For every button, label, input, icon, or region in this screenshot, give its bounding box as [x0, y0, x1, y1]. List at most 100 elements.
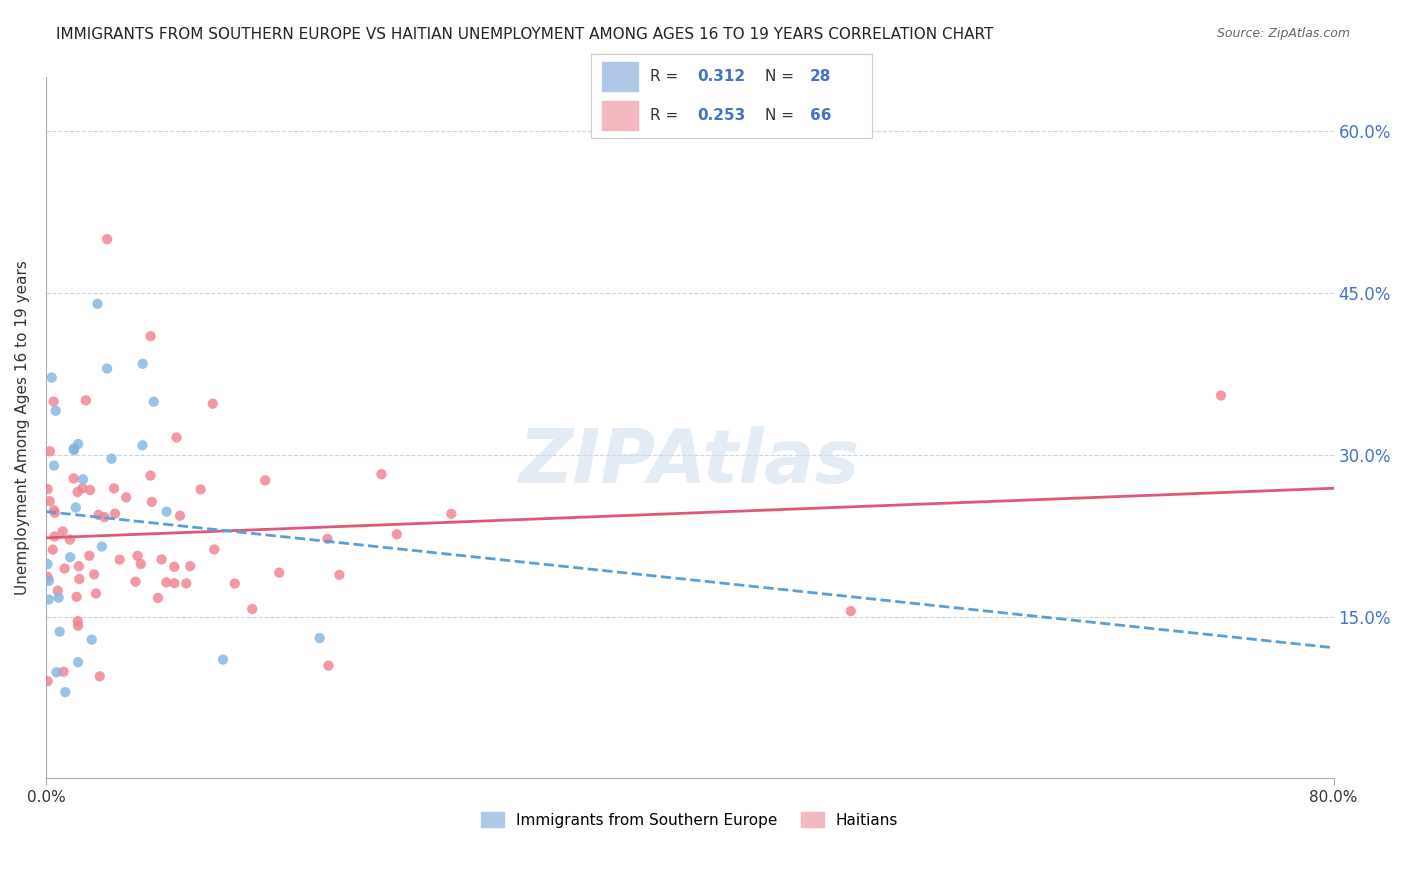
Text: N =: N =: [765, 69, 799, 84]
Point: [440, 507, 463, 521]
Point: [44, 506, 66, 520]
Point: [46, 583, 69, 598]
Point: [316, 532, 339, 546]
Point: [52, 665, 75, 679]
Point: [201, 397, 224, 411]
Bar: [602, 62, 638, 91]
Text: 0.253: 0.253: [697, 108, 745, 123]
Point: [269, 566, 291, 580]
Point: [53, 685, 76, 699]
Text: ZIPAtlas: ZIPAtlas: [519, 426, 860, 500]
Point: [66, 618, 89, 632]
Text: R =: R =: [650, 108, 683, 123]
Point: [65, 500, 87, 515]
Point: [308, 631, 330, 645]
Point: [166, 430, 188, 444]
Point: [79, 483, 101, 497]
Point: [63, 442, 86, 456]
Point: [48, 624, 70, 639]
Point: [179, 559, 201, 574]
Point: [163, 576, 186, 591]
Point: [87, 508, 110, 522]
Point: [90, 540, 112, 554]
Point: [146, 591, 169, 605]
Point: [1209, 388, 1232, 402]
Point: [202, 542, 225, 557]
Point: [155, 575, 177, 590]
Point: [169, 508, 191, 523]
Bar: [602, 101, 638, 130]
Point: [156, 505, 179, 519]
Point: [66, 655, 89, 669]
Point: [103, 482, 125, 496]
Point: [190, 483, 212, 497]
Text: R =: R =: [650, 69, 683, 84]
Point: [131, 438, 153, 452]
Text: N =: N =: [765, 108, 799, 123]
Point: [37, 570, 59, 584]
Point: [127, 549, 149, 563]
Text: 66: 66: [810, 108, 831, 123]
Point: [42, 394, 65, 409]
Point: [72, 481, 94, 495]
Point: [131, 357, 153, 371]
Point: [37, 482, 59, 496]
Point: [45, 403, 67, 417]
Point: [176, 576, 198, 591]
Point: [41, 370, 63, 384]
Point: [139, 329, 162, 343]
Point: [42, 503, 65, 517]
Text: 28: 28: [810, 69, 831, 84]
Point: [124, 574, 146, 589]
Point: [66, 485, 89, 500]
Point: [39, 444, 62, 458]
Point: [89, 669, 111, 683]
Point: [67, 559, 90, 574]
Text: IMMIGRANTS FROM SOUTHERN EUROPE VS HAITIAN UNEMPLOYMENT AMONG AGES 16 TO 19 YEAR: IMMIGRANTS FROM SOUTHERN EUROPE VS HAITI…: [56, 27, 994, 42]
Point: [385, 527, 408, 541]
Point: [104, 507, 127, 521]
Point: [44, 529, 66, 543]
Point: [62, 471, 84, 485]
Point: [93, 510, 115, 524]
Point: [163, 559, 186, 574]
Point: [96, 361, 118, 376]
Point: [79, 549, 101, 563]
Point: [48, 591, 70, 605]
Point: [59, 533, 82, 547]
Point: [66, 614, 89, 628]
Point: [72, 472, 94, 486]
Point: [212, 652, 235, 666]
Point: [254, 474, 277, 488]
Point: [240, 602, 263, 616]
Point: [318, 658, 340, 673]
Point: [150, 552, 173, 566]
Point: [42, 458, 65, 473]
Point: [839, 604, 862, 618]
Point: [129, 557, 152, 571]
Point: [67, 572, 90, 586]
Point: [80, 632, 103, 647]
Point: [108, 552, 131, 566]
Point: [67, 437, 90, 451]
Text: Source: ZipAtlas.com: Source: ZipAtlas.com: [1216, 27, 1350, 40]
Point: [38, 494, 60, 508]
Point: [328, 568, 350, 582]
Point: [86, 297, 108, 311]
Point: [100, 451, 122, 466]
Point: [53, 561, 76, 575]
Point: [37, 674, 59, 689]
Point: [115, 491, 138, 505]
Point: [52, 524, 75, 539]
Point: [37, 557, 59, 571]
Point: [45, 665, 67, 680]
Point: [96, 232, 118, 246]
Point: [38, 574, 60, 588]
Point: [224, 576, 246, 591]
Point: [83, 567, 105, 582]
Point: [370, 467, 392, 482]
Text: 0.312: 0.312: [697, 69, 745, 84]
Point: [59, 550, 82, 565]
Y-axis label: Unemployment Among Ages 16 to 19 years: Unemployment Among Ages 16 to 19 years: [15, 260, 30, 595]
Point: [65, 590, 87, 604]
